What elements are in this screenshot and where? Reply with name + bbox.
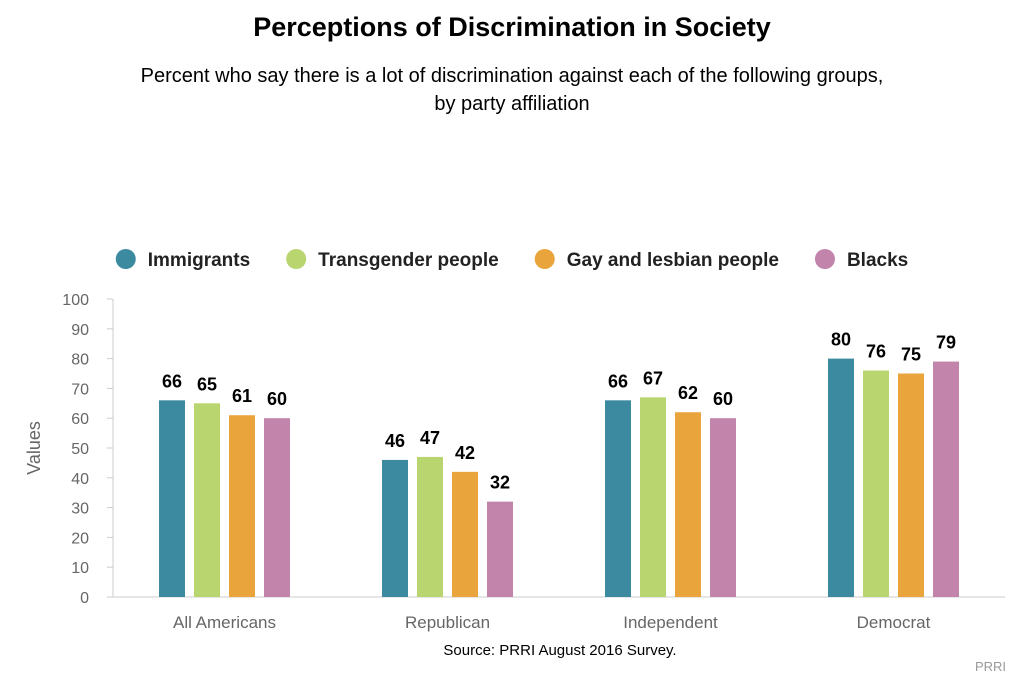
y-tick-label: 10 bbox=[71, 560, 89, 577]
y-axis-title: Values bbox=[24, 421, 44, 475]
y-tick-label: 40 bbox=[71, 471, 89, 488]
bar bbox=[229, 415, 255, 597]
y-tick-label: 90 bbox=[71, 322, 89, 339]
bar bbox=[640, 397, 666, 597]
data-label: 66 bbox=[608, 371, 628, 391]
y-tick-label: 80 bbox=[71, 352, 89, 369]
bar bbox=[933, 361, 959, 597]
chart-subtitle-line-1: Percent who say there is a lot of discri… bbox=[140, 65, 884, 87]
bar bbox=[417, 456, 443, 597]
x-category-label: Republican bbox=[405, 613, 490, 632]
data-label: 80 bbox=[831, 330, 851, 350]
y-tick-label: 60 bbox=[71, 411, 89, 428]
source-note: Source: PRRI August 2016 Survey. bbox=[443, 642, 676, 659]
y-tick-label: 0 bbox=[80, 590, 89, 607]
legend-label: Immigrants bbox=[148, 250, 250, 271]
y-tick-label: 70 bbox=[71, 381, 89, 398]
data-label: 62 bbox=[678, 383, 698, 403]
legend-item[interactable]: Transgender people bbox=[286, 249, 499, 271]
legend-item[interactable]: Immigrants bbox=[115, 249, 250, 271]
bar bbox=[863, 370, 889, 597]
legend-marker bbox=[534, 249, 555, 269]
chart-subtitle-line-2: by party affiliation bbox=[434, 93, 590, 115]
y-tick-label: 20 bbox=[71, 530, 89, 547]
legend-marker bbox=[814, 249, 835, 269]
bar bbox=[194, 403, 220, 597]
bar bbox=[898, 373, 924, 597]
legend-item[interactable]: Gay and lesbian people bbox=[534, 249, 779, 271]
data-label: 32 bbox=[490, 473, 510, 493]
legend-marker bbox=[286, 249, 307, 269]
bar bbox=[159, 400, 185, 597]
legend-marker bbox=[115, 249, 136, 269]
y-axis: Values 0 10 20 30 40 50 60 70 80 90 100 bbox=[24, 292, 114, 607]
bar bbox=[828, 358, 854, 597]
bar bbox=[487, 501, 513, 597]
bar bbox=[382, 459, 408, 597]
data-label: 60 bbox=[267, 389, 287, 409]
x-category-label: Democrat bbox=[857, 613, 931, 632]
data-label: 65 bbox=[197, 374, 217, 394]
data-label: 76 bbox=[866, 342, 886, 362]
legend-item[interactable]: Blacks bbox=[814, 249, 908, 271]
data-label: 42 bbox=[455, 443, 475, 463]
y-tick-label: 30 bbox=[71, 501, 89, 518]
legend-label: Gay and lesbian people bbox=[567, 250, 779, 271]
bar bbox=[605, 400, 631, 597]
bars: 66 65 61 60 46 47 42 32 66 67 62 60 80 76 75 79 bbox=[159, 330, 959, 597]
bar bbox=[264, 418, 290, 597]
data-label: 75 bbox=[901, 345, 921, 365]
data-label: 47 bbox=[420, 428, 440, 448]
x-category-label: All Americans bbox=[173, 613, 276, 632]
data-label: 67 bbox=[643, 368, 663, 388]
y-tick-label: 100 bbox=[62, 292, 89, 309]
data-label: 61 bbox=[232, 386, 252, 406]
x-category-label: Independent bbox=[623, 613, 718, 632]
bar bbox=[710, 418, 736, 597]
legend: Immigrants Transgender people Gay and lesb… bbox=[115, 249, 908, 271]
legend-label: Transgender people bbox=[318, 250, 499, 271]
data-label: 60 bbox=[713, 389, 733, 409]
credit-label: PRRI bbox=[975, 659, 1006, 674]
legend-label: Blacks bbox=[847, 250, 908, 271]
bar bbox=[675, 412, 701, 597]
chart-subtitle: Percent who say there is a lot of discri… bbox=[0, 62, 1024, 118]
y-tick-label: 50 bbox=[71, 441, 89, 458]
bar bbox=[452, 471, 478, 597]
chart-title: Perceptions of Discrimination in Society bbox=[253, 12, 771, 42]
data-label: 46 bbox=[385, 431, 405, 451]
data-label: 79 bbox=[936, 333, 956, 353]
data-label: 66 bbox=[162, 371, 182, 391]
x-axis: All Americans Republican Independent Democr… bbox=[113, 596, 1005, 632]
